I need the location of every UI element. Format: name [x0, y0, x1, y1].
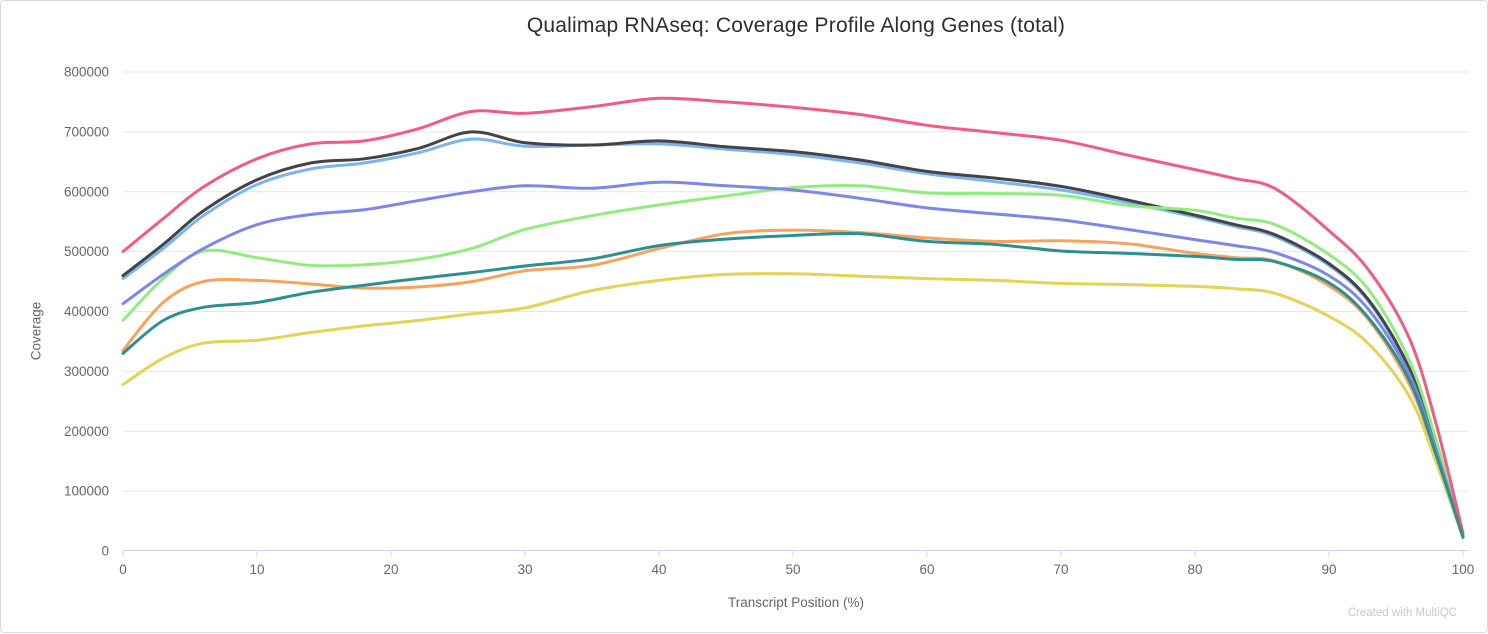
y-tick-label: 300000 — [64, 364, 109, 379]
chart-title: Qualimap RNAseq: Coverage Profile Along … — [526, 14, 1066, 37]
x-tick-label: 40 — [651, 562, 666, 577]
x-axis-title: Transcript Position (%) — [727, 595, 865, 610]
x-tick-label: 20 — [383, 562, 398, 577]
coverage-line-series-4-orange[interactable] — [121, 228, 1465, 539]
coverage-line-series-2-black[interactable] — [121, 130, 1465, 538]
x-tick-label: 30 — [517, 562, 532, 577]
y-tick-label: 400000 — [64, 304, 109, 319]
x-tick-label: 80 — [1187, 562, 1202, 577]
y-tick-label: 100000 — [64, 484, 109, 499]
y-tick-label: 800000 — [64, 65, 109, 80]
x-tick-label: 60 — [919, 562, 934, 577]
coverage-line-series-5-purple[interactable] — [121, 180, 1465, 538]
coverage-line-series-1-lightblue[interactable] — [121, 137, 1465, 539]
coverage-line-series-3-green[interactable] — [121, 183, 1465, 537]
x-tick-label: 90 — [1321, 562, 1336, 577]
x-tick-label: 70 — [1053, 562, 1068, 577]
y-tick-label: 500000 — [64, 244, 109, 259]
y-tick-label: 200000 — [64, 424, 109, 439]
x-tick-label: 50 — [785, 562, 800, 577]
coverage-line-series-8-teal[interactable] — [121, 231, 1465, 539]
multiqc-watermark: Created with MultiQC — [1347, 607, 1457, 619]
y-tick-label: 600000 — [64, 184, 109, 199]
y-tick-label: 0 — [101, 544, 109, 559]
x-tick-label: 0 — [119, 562, 127, 577]
coverage-line-series-7-yellow[interactable] — [121, 272, 1465, 540]
x-tick-label: 100 — [1452, 562, 1475, 577]
y-tick-label: 700000 — [64, 124, 109, 139]
x-tick-label: 10 — [249, 562, 264, 577]
coverage-line-series-6-pink[interactable] — [121, 96, 1465, 535]
